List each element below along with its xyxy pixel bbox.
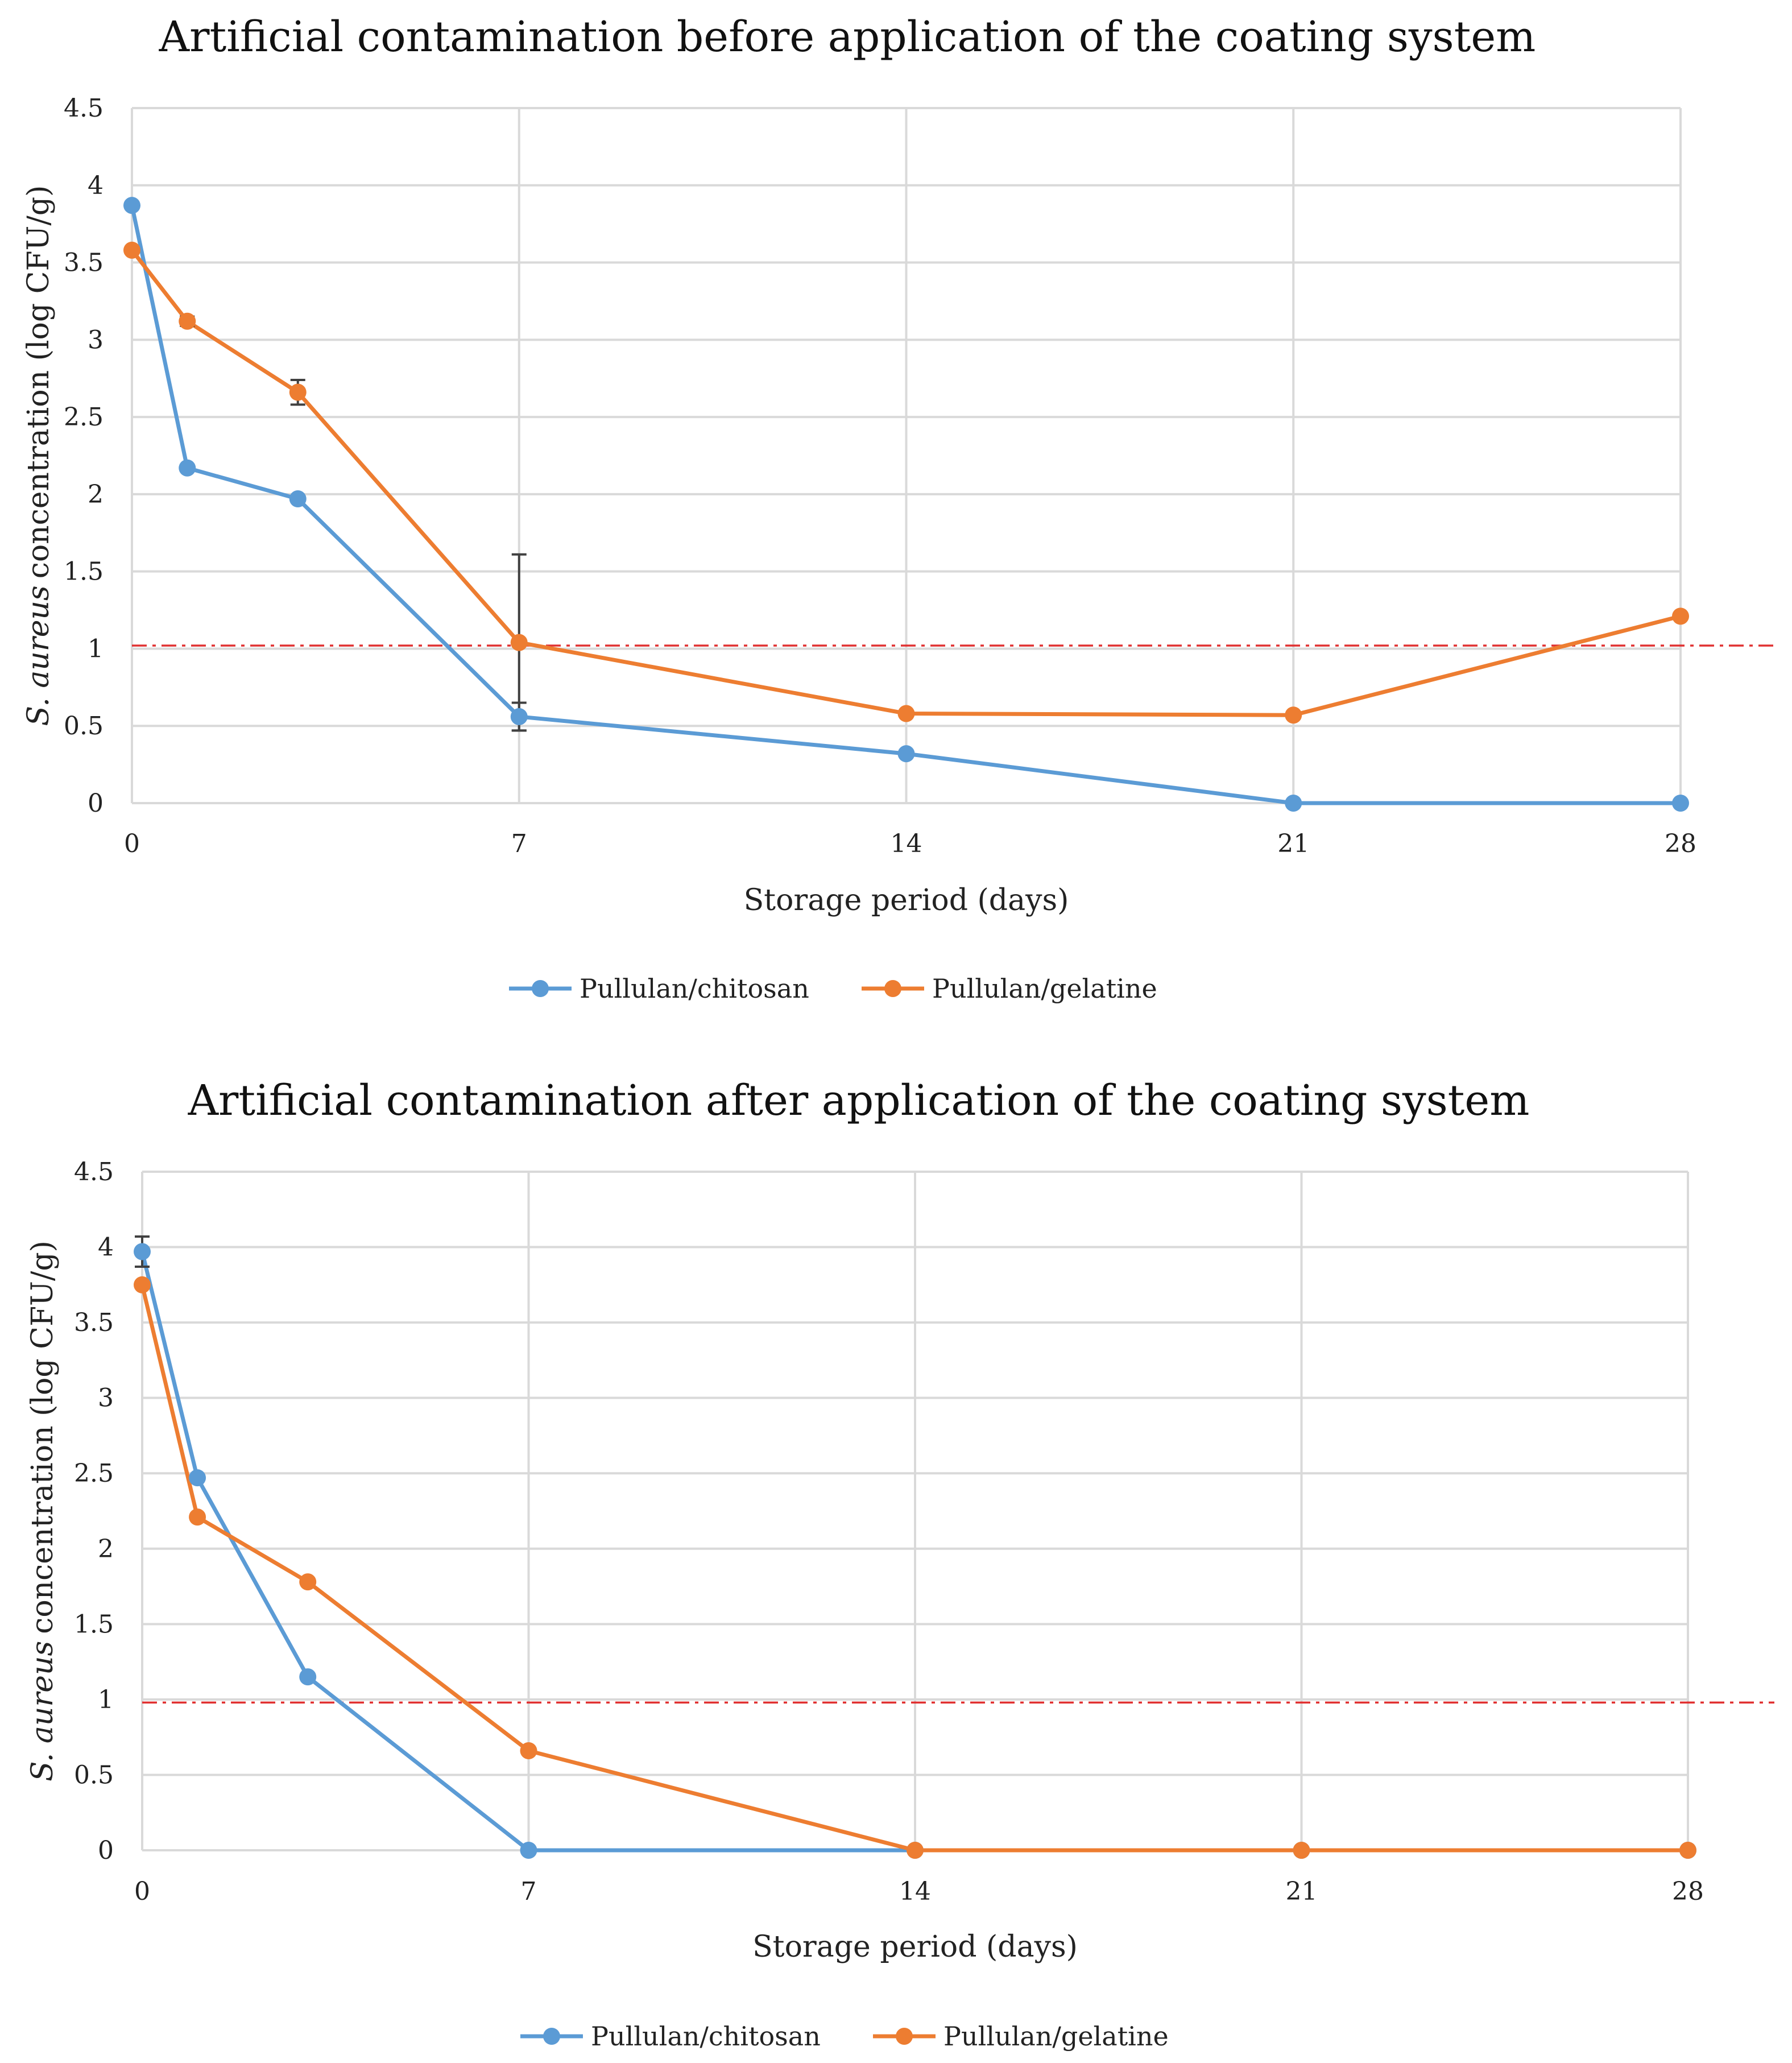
legend-marker — [896, 2028, 913, 2045]
y-tick-label: 1.5 — [74, 1610, 114, 1639]
legend: Pullulan/chitosan Pullulan/gelatine — [520, 2021, 1169, 2052]
legend-label: Pullulan/gelatine — [932, 973, 1157, 1004]
data-point — [123, 241, 140, 259]
x-tick-label: 28 — [1672, 1877, 1704, 1906]
y-tick-label: 4.5 — [64, 94, 104, 123]
data-point — [897, 705, 915, 722]
y-tick-label: 2.5 — [74, 1459, 114, 1488]
data-point — [123, 197, 140, 214]
chart-title: Artificial contamination before applicat… — [159, 13, 1536, 61]
chart-2: Artificial contamination after applicati… — [26, 1076, 1774, 2052]
y-axis-title-species: S. aureus — [22, 585, 56, 726]
data-point — [289, 383, 307, 401]
x-axis-title: Storage period (days) — [752, 1930, 1078, 1964]
data-point — [1672, 795, 1689, 812]
y-tick-label: 3.5 — [64, 249, 104, 278]
y-tick-label: 2 — [98, 1535, 114, 1564]
data-point — [520, 1742, 537, 1760]
y-tick-label: 3.5 — [74, 1308, 114, 1337]
data-point — [1679, 1842, 1696, 1859]
y-axis-title-species: S. aureus — [26, 1641, 60, 1781]
data-point — [1285, 795, 1302, 812]
y-axis-title-units: concentration (log CFU/g) — [26, 1241, 60, 1634]
legend-label: Pullulan/chitosan — [591, 2021, 821, 2052]
legend-item: Pullulan/chitosan — [520, 2021, 821, 2052]
legend-item: Pullulan/gelatine — [873, 2021, 1169, 2052]
data-point — [1672, 607, 1689, 625]
data-point — [520, 1842, 537, 1859]
x-tick-label: 28 — [1665, 829, 1696, 858]
x-tick-label: 21 — [1277, 829, 1309, 858]
y-tick-label: 0.5 — [64, 712, 104, 741]
data-point — [510, 634, 528, 651]
x-tick-label: 0 — [124, 829, 140, 858]
x-tick-label: 7 — [521, 1877, 537, 1906]
x-tick-label: 21 — [1286, 1877, 1318, 1906]
legend-item: Pullulan/chitosan — [509, 973, 809, 1004]
y-tick-label: 0 — [88, 789, 104, 818]
y-tick-label: 0 — [98, 1836, 114, 1865]
data-point — [289, 490, 307, 508]
y-tick-label: 4.5 — [74, 1157, 114, 1186]
legend-marker — [884, 980, 901, 997]
data-point — [299, 1573, 317, 1591]
y-tick-label: 3 — [88, 325, 104, 354]
y-tick-label: 4 — [98, 1233, 114, 1262]
legend-label: Pullulan/chitosan — [580, 973, 809, 1004]
y-tick-label: 1 — [98, 1685, 114, 1714]
x-tick-label: 14 — [891, 829, 922, 858]
data-point — [907, 1842, 924, 1859]
legend: Pullulan/chitosan Pullulan/gelatine — [509, 973, 1157, 1004]
y-axis-title-units: concentration (log CFU/g) — [22, 185, 56, 579]
y-axis-title: S. aureus concentration (log CFU/g) — [22, 185, 56, 726]
y-tick-label: 1 — [88, 634, 104, 663]
chart-1: Artificial contamination before applicat… — [22, 13, 1774, 1004]
data-point — [179, 312, 196, 330]
y-tick-label: 1.5 — [64, 557, 104, 586]
data-point — [189, 1469, 206, 1487]
data-point — [897, 745, 915, 763]
data-point — [1285, 706, 1302, 724]
y-axis-title: S. aureus concentration (log CFU/g) — [26, 1241, 60, 1781]
data-point — [299, 1668, 317, 1686]
y-tick-label: 4 — [88, 171, 104, 200]
y-tick-label: 3 — [98, 1384, 114, 1413]
data-point — [134, 1243, 151, 1260]
legend-item: Pullulan/gelatine — [862, 973, 1157, 1004]
data-point — [510, 708, 528, 725]
data-point — [179, 459, 196, 477]
legend-marker — [543, 2028, 560, 2045]
x-tick-label: 0 — [134, 1877, 150, 1906]
x-tick-label: 7 — [511, 829, 527, 858]
data-point — [1293, 1842, 1310, 1859]
legend-label: Pullulan/gelatine — [943, 2021, 1169, 2052]
y-tick-label: 2 — [88, 480, 104, 509]
data-point — [189, 1508, 206, 1526]
legend-marker — [532, 980, 549, 997]
y-tick-label: 0.5 — [74, 1760, 114, 1789]
data-point — [134, 1276, 151, 1293]
x-axis-title: Storage period (days) — [744, 883, 1069, 917]
y-tick-label: 2.5 — [64, 403, 104, 432]
chart-title: Artificial contamination after applicati… — [188, 1076, 1530, 1125]
x-tick-label: 14 — [899, 1877, 931, 1906]
